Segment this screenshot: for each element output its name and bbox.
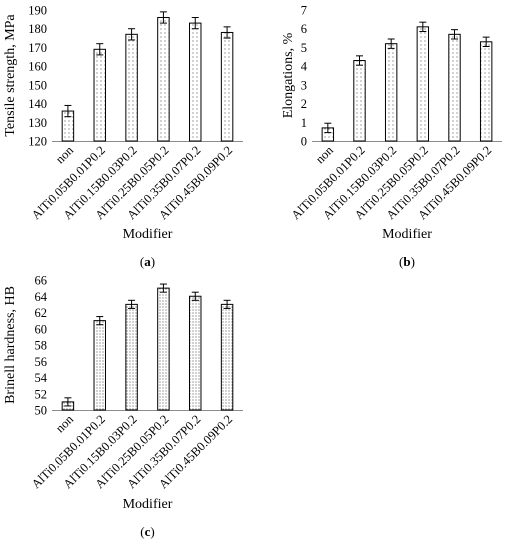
x-tick-label: non [313, 143, 337, 167]
y-tick-label: 170 [28, 41, 47, 55]
y-tick-label: 58 [35, 339, 48, 353]
x-tick-label: non [53, 412, 77, 436]
y-tick-label: 56 [35, 355, 48, 369]
error-bar [96, 43, 104, 56]
x-axis-title: Modifier [123, 227, 173, 242]
y-tick-label: 0 [301, 135, 307, 149]
y-tick-label: 60 [35, 322, 48, 336]
bar [125, 33, 138, 142]
bar [416, 26, 430, 142]
y-tick-label: 6 [301, 22, 307, 36]
error-bar [191, 291, 199, 301]
y-axis-title: Tensile strength, MPa [3, 14, 18, 137]
error-bar [159, 11, 167, 24]
bar [353, 60, 366, 142]
error-bar [191, 16, 199, 30]
y-tick-label: 4 [301, 60, 308, 74]
bar [189, 22, 202, 142]
error-bar [387, 38, 395, 49]
bar [479, 41, 493, 142]
panel-label: (b) [399, 254, 415, 269]
error-bar [419, 21, 427, 33]
brinell-hardness-chart: 505254565860626466nonAlTi0.05B0.01P0.2Al… [3, 274, 243, 539]
bar [93, 48, 106, 142]
y-tick-label: 190 [28, 4, 47, 18]
x-axis-title: Modifier [382, 227, 432, 242]
panel-label: (c) [140, 524, 154, 539]
y-axis-title: Brinell hardness, HB [3, 286, 18, 404]
bar [220, 31, 234, 142]
bar [448, 33, 461, 142]
y-tick-label: 160 [28, 60, 47, 74]
error-bar [128, 299, 136, 309]
y-tick-label: 120 [28, 135, 47, 149]
y-tick-label: 50 [35, 404, 48, 418]
error-bar [159, 283, 167, 293]
elongation-chart: 01234567nonAlTi0.05B0.01P0.2AlTi0.15B0.0… [281, 4, 502, 269]
y-tick-label: 140 [28, 97, 47, 111]
y-tick-label: 5 [301, 41, 307, 55]
error-bar [356, 55, 363, 66]
error-bar [96, 316, 104, 326]
x-axis-title: Modifier [123, 497, 173, 512]
y-tick-label: 54 [35, 371, 48, 385]
bar [157, 16, 170, 142]
bar [384, 43, 398, 142]
y-tick-label: 2 [301, 97, 307, 111]
y-tick-label: 7 [301, 4, 307, 18]
error-bar [223, 26, 231, 39]
y-tick-label: 130 [28, 116, 47, 130]
error-bar [64, 104, 72, 118]
error-bar [324, 122, 332, 134]
bar [189, 295, 202, 411]
y-tick-label: 1 [301, 116, 307, 130]
bar [157, 287, 170, 411]
tensile-strength-chart: 120130140150160170180190nonAlTi0.05B0.01… [3, 4, 243, 269]
y-axis-title: Elongations, % [281, 32, 296, 118]
bar [220, 303, 234, 411]
bar [125, 303, 138, 411]
y-tick-label: 62 [35, 306, 48, 320]
y-tick-label: 150 [28, 78, 47, 92]
y-tick-label: 52 [35, 387, 48, 401]
bar [93, 320, 106, 411]
error-bar [482, 36, 490, 47]
error-bar [64, 397, 72, 407]
error-bar [223, 299, 231, 309]
panel-label: (a) [140, 254, 155, 269]
error-bar [128, 28, 136, 41]
y-tick-label: 180 [28, 22, 47, 36]
y-tick-label: 66 [35, 274, 48, 288]
error-bar [451, 29, 458, 40]
y-tick-label: 64 [35, 290, 48, 304]
x-tick-label: non [53, 143, 77, 167]
y-tick-label: 3 [301, 78, 307, 92]
